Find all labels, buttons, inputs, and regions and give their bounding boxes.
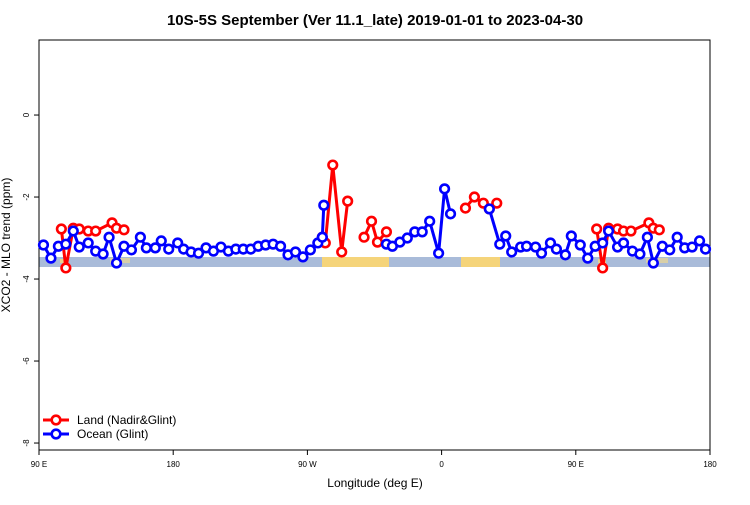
data-point (617, 237, 630, 249)
data-point (438, 183, 451, 195)
legend-marker (50, 428, 62, 440)
data-point (591, 223, 603, 235)
x-axis-label: Longitude (deg E) (327, 476, 422, 490)
data-point (401, 232, 413, 244)
chart-title: 10S-5S September (Ver 11.1_late) 2019-01… (167, 12, 583, 29)
data-point (274, 240, 287, 252)
data-point (125, 244, 138, 256)
y-tick-label: -4 (22, 275, 31, 283)
data-point (671, 231, 683, 243)
data-point (559, 249, 571, 261)
data-point (118, 224, 130, 236)
legend-marker (50, 414, 62, 426)
data-point (60, 238, 72, 250)
data-point (318, 199, 330, 211)
data-point (520, 240, 533, 252)
data-point (37, 239, 50, 251)
data-point (163, 243, 175, 255)
data-point (686, 241, 698, 253)
data-point (110, 257, 123, 269)
x-tick-label: 90 E (31, 460, 47, 469)
data-point (103, 231, 115, 243)
data-point (506, 246, 518, 258)
data-point (634, 248, 646, 260)
data-point (380, 226, 393, 238)
data-point (653, 224, 665, 236)
data-point (67, 225, 79, 237)
data-point (149, 242, 161, 254)
data-point (97, 248, 109, 260)
data-point (342, 195, 354, 207)
data-point (289, 246, 302, 258)
x-tick-label: 0 (439, 460, 444, 469)
data-point (424, 215, 436, 227)
data-point (55, 223, 67, 235)
x-tick-label: 180 (703, 460, 717, 469)
data-point (304, 244, 316, 256)
data-point (565, 230, 577, 242)
y-tick-label: -8 (22, 439, 31, 447)
data-point (597, 237, 609, 249)
data-point (358, 231, 370, 243)
legend-label: Land (Nadir&Glint) (77, 413, 176, 427)
y-tick-label: 0 (22, 112, 31, 117)
legend: Land (Nadir&Glint)Ocean (Glint) (43, 413, 176, 441)
data-point (316, 231, 328, 243)
data-point (433, 247, 445, 259)
data-point (327, 159, 339, 171)
data-point (491, 197, 503, 209)
data-point (444, 208, 457, 220)
data-point (155, 235, 167, 247)
data-point (494, 238, 506, 250)
x-tick-label: 90 W (298, 460, 317, 469)
data-point (140, 242, 152, 254)
data-point (597, 262, 609, 274)
data-point (82, 237, 94, 249)
data-point (192, 247, 205, 259)
data-point (603, 225, 615, 237)
data-point (693, 235, 706, 247)
data-point (500, 230, 512, 242)
legend-label: Ocean (Glint) (77, 427, 148, 441)
data-point (90, 225, 102, 237)
land-ocean-strip (39, 257, 710, 267)
data-point (459, 202, 472, 214)
x-tick-label: 180 (167, 460, 181, 469)
x-tick-label: 90 E (568, 460, 584, 469)
data-point (699, 243, 712, 255)
data-point (664, 244, 676, 256)
data-point (625, 225, 637, 237)
data-point (468, 191, 481, 203)
data-point (134, 231, 146, 243)
y-tick-label: -2 (22, 193, 31, 201)
data-point (574, 239, 586, 251)
data-point (647, 257, 659, 269)
data-point (550, 243, 563, 255)
data-point (297, 251, 309, 263)
y-axis-label: XCO2 - MLO trend (ppm) (0, 178, 13, 313)
data-point (365, 215, 378, 227)
data-point (336, 246, 348, 258)
data-point (483, 203, 495, 215)
data-point (535, 247, 548, 259)
data-point (641, 231, 653, 243)
data-point (371, 236, 384, 248)
data-point (582, 252, 594, 264)
data-point (73, 241, 85, 253)
data-point (45, 252, 57, 264)
data-point (60, 262, 72, 274)
y-tick-label: -6 (22, 357, 31, 365)
data-point (416, 226, 428, 238)
